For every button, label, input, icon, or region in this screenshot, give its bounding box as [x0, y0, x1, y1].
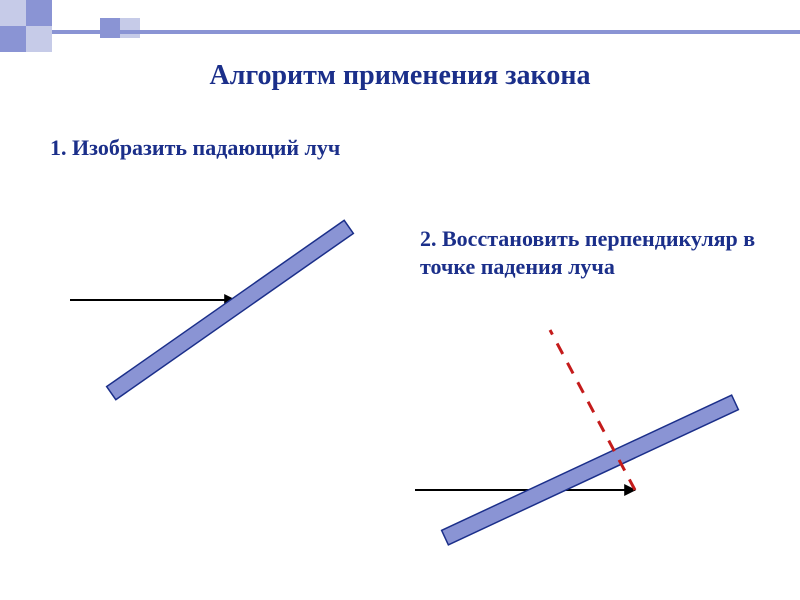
mirror-bar [442, 395, 739, 545]
diagram-right [415, 330, 738, 545]
slide-stage: Алгоритм применения закона 1. Изобразить… [0, 0, 800, 600]
diagram-left [70, 220, 353, 399]
step-1-label: 1. Изобразить падающий луч [50, 135, 340, 161]
mirror-bar [107, 220, 354, 399]
page-title: Алгоритм применения закона [0, 60, 800, 92]
step-2-label: 2. Восстановить перпендикуляр в точке па… [420, 225, 760, 280]
decor-corner [0, 0, 800, 52]
